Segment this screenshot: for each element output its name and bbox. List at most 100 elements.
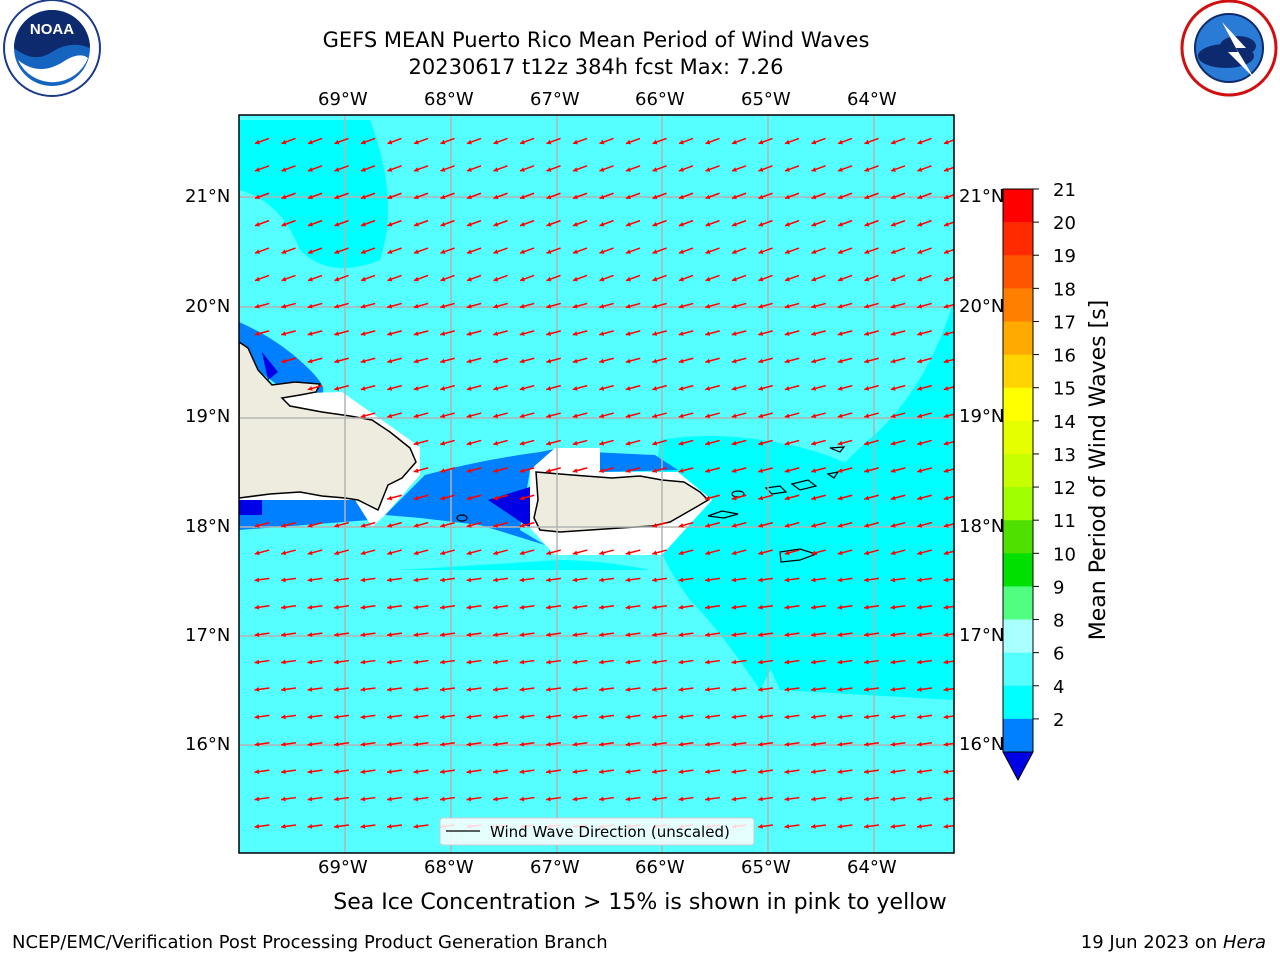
wind-wave-arrow bbox=[731, 412, 747, 419]
wind-wave-arrow bbox=[678, 412, 694, 419]
wind-wave-arrow bbox=[307, 357, 323, 364]
wind-wave-arrow bbox=[599, 137, 614, 145]
wind-wave-arrow bbox=[917, 357, 932, 364]
wind-wave-arrow bbox=[546, 219, 561, 227]
wind-wave-arrow bbox=[439, 769, 456, 775]
wind-wave-arrow bbox=[810, 632, 827, 638]
wind-wave-arrow bbox=[731, 714, 747, 720]
colorbar-tick-label: 13 bbox=[1053, 445, 1076, 466]
map-legend: Wind Wave Direction (unscaled) bbox=[439, 817, 755, 846]
wind-wave-arrow bbox=[360, 604, 376, 610]
wind-wave-arrow bbox=[943, 741, 954, 747]
wind-wave-arrow bbox=[519, 274, 535, 282]
wind-wave-arrow bbox=[413, 357, 429, 364]
wind-wave-arrow bbox=[254, 274, 270, 282]
wind-wave-arrow bbox=[652, 412, 667, 419]
wind-wave-arrow bbox=[651, 741, 668, 747]
wind-wave-arrow bbox=[784, 274, 800, 282]
wind-wave-arrow bbox=[387, 330, 402, 336]
wind-wave-arrow bbox=[784, 687, 800, 692]
wind-wave-arrow bbox=[572, 741, 588, 747]
wind-wave-arrow bbox=[625, 714, 641, 720]
wind-wave-arrow bbox=[307, 274, 323, 282]
wind-wave-arrow bbox=[705, 384, 720, 391]
wind-wave-arrow bbox=[731, 357, 747, 364]
wind-wave-arrow bbox=[519, 604, 535, 610]
wind-wave-arrow bbox=[492, 577, 509, 583]
wind-wave-arrow bbox=[360, 577, 376, 583]
wind-wave-arrow bbox=[625, 384, 641, 391]
colorbar-segment bbox=[1003, 553, 1033, 587]
wind-wave-arrow bbox=[493, 439, 508, 446]
wind-wave-arrow bbox=[625, 439, 641, 446]
wind-wave-arrow bbox=[572, 274, 588, 282]
colorbar-segment bbox=[1003, 321, 1033, 356]
wind-wave-arrow bbox=[466, 412, 482, 419]
wind-wave-arrow bbox=[731, 439, 747, 446]
wind-wave-arrow bbox=[280, 632, 297, 638]
wind-wave-arrow bbox=[837, 714, 853, 720]
wind-wave-arrow bbox=[439, 796, 456, 802]
wind-wave-arrow bbox=[519, 302, 535, 309]
wind-wave-arrow bbox=[863, 714, 880, 720]
wind-wave-arrow bbox=[599, 384, 614, 391]
wind-wave-arrow bbox=[890, 494, 906, 501]
wind-wave-arrow bbox=[625, 769, 641, 775]
wind-wave-arrow bbox=[890, 741, 906, 747]
wind-wave-arrow bbox=[333, 741, 350, 747]
wind-wave-arrow bbox=[784, 219, 800, 227]
wind-wave-arrow bbox=[360, 632, 376, 638]
wind-wave-arrow bbox=[811, 137, 826, 145]
wind-wave-arrow bbox=[864, 549, 879, 556]
wind-wave-arrow bbox=[678, 741, 694, 747]
wind-wave-arrow bbox=[545, 632, 562, 638]
wind-wave-arrow bbox=[254, 137, 270, 145]
colorbar-tick-label: 9 bbox=[1053, 577, 1064, 598]
wind-wave-arrow bbox=[811, 192, 826, 200]
wind-wave-arrow bbox=[731, 632, 747, 638]
wind-wave-arrow bbox=[334, 549, 349, 556]
wind-wave-arrow bbox=[917, 412, 932, 419]
wind-wave-arrow bbox=[334, 302, 349, 309]
wind-wave-arrow bbox=[333, 796, 350, 802]
footer-branch: NCEP/EMC/Verification Post Processing Pr… bbox=[12, 932, 608, 953]
wind-wave-arrow bbox=[758, 165, 773, 172]
wind-wave-arrow bbox=[731, 467, 747, 473]
wind-wave-arrow bbox=[413, 330, 429, 336]
wind-wave-arrow bbox=[652, 274, 667, 282]
wind-wave-arrow bbox=[493, 549, 508, 556]
wind-wave-arrow bbox=[413, 604, 429, 610]
wind-wave-arrow bbox=[837, 137, 853, 145]
wind-wave-arrow bbox=[307, 687, 323, 692]
colorbar-segment bbox=[1003, 520, 1033, 554]
map-subtitle: 20230617 t12z 384h fcst Max: 7.26 bbox=[408, 55, 784, 79]
wind-wave-arrow bbox=[943, 714, 954, 720]
wind-wave-arrow bbox=[943, 577, 954, 583]
wind-wave-arrow bbox=[731, 659, 747, 665]
wind-wave-arrow bbox=[625, 577, 641, 583]
wind-wave-arrow bbox=[943, 248, 954, 254]
wind-wave-arrow bbox=[280, 577, 297, 583]
colorbar-segment bbox=[1003, 354, 1033, 389]
wind-wave-arrow bbox=[916, 577, 933, 583]
lat-label-right: 19°N bbox=[959, 406, 1005, 427]
wind-wave-arrow bbox=[916, 604, 933, 610]
wind-wave-arrow bbox=[387, 247, 402, 254]
wind-wave-arrow bbox=[864, 384, 879, 391]
wind-wave-arrow bbox=[811, 247, 826, 254]
wind-wave-arrow bbox=[890, 247, 906, 254]
wind-wave-arrow bbox=[387, 521, 402, 528]
wind-wave-arrow bbox=[810, 824, 827, 829]
wind-wave-arrow bbox=[943, 221, 954, 227]
wind-wave-arrow bbox=[307, 330, 323, 336]
wind-wave-arrow bbox=[572, 302, 588, 309]
wind-wave-arrow bbox=[439, 687, 456, 692]
wind-wave-arrow bbox=[386, 659, 403, 665]
colorbar-frame bbox=[1002, 188, 1034, 753]
wind-wave-arrow bbox=[386, 769, 403, 775]
wind-wave-arrow bbox=[784, 521, 800, 528]
wind-wave-arrow bbox=[333, 604, 350, 610]
wind-wave-arrow bbox=[757, 824, 774, 829]
wind-wave-arrow bbox=[493, 494, 508, 501]
wind-wave-arrow bbox=[784, 604, 800, 610]
